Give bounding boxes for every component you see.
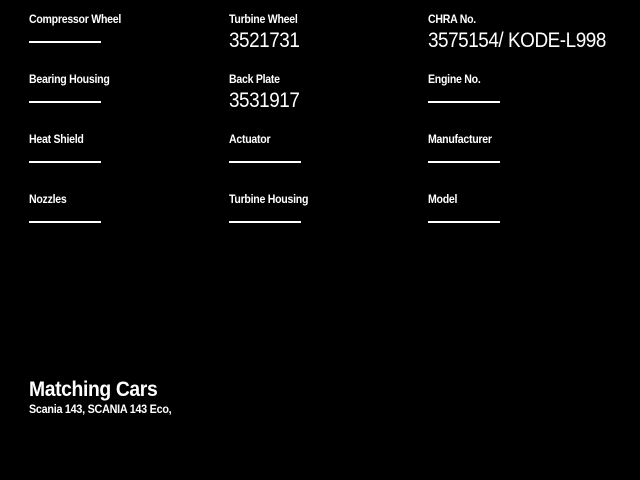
spec-field-actuator[interactable]: Actuator [229,132,429,192]
matching-cars-heading: Matching Cars [29,378,158,401]
spec-field-nozzles[interactable]: Nozzles [29,192,229,252]
spec-value: 3575154/ KODE-L998 [428,29,606,52]
spec-value [29,146,209,170]
spec-label: Heat Shield [29,132,84,146]
spec-field-bearing-housing[interactable]: Bearing Housing [29,72,229,132]
spec-value [229,206,409,230]
spec-label: Compressor Wheel [29,12,122,26]
matching-cars-list: Scania 143, SCANIA 143 Eco, [29,402,172,416]
spec-value [229,146,409,170]
spec-field-heat-shield[interactable]: Heat Shield [29,132,229,192]
spec-label: Actuator [229,132,271,146]
spec-value [428,146,619,170]
spec-field-chra-no[interactable]: CHRA No. 3575154/ KODE-L998 [428,12,640,72]
spec-field-engine-no[interactable]: Engine No. [428,72,640,132]
spec-field-turbine-housing[interactable]: Turbine Housing [229,192,429,252]
spec-value: 3531917 [229,89,300,112]
spec-field-model[interactable]: Model [428,192,640,252]
spec-value [428,206,619,230]
spec-field-manufacturer[interactable]: Manufacturer [428,132,640,192]
spec-label: Turbine Wheel [229,12,298,26]
spec-label: Turbine Housing [229,192,309,206]
spec-grid: Compressor Wheel Bearing Housing Heat Sh… [29,12,640,252]
spec-label: Engine No. [428,72,481,86]
spec-value [29,206,209,230]
spec-label: Bearing Housing [29,72,110,86]
spec-field-back-plate[interactable]: Back Plate 3531917 [229,72,429,132]
spec-field-compressor-wheel[interactable]: Compressor Wheel [29,12,229,72]
spec-label: Model [428,192,458,206]
spec-label: Nozzles [29,192,67,206]
spec-label: CHRA No. [428,12,476,26]
spec-label: Manufacturer [428,132,492,146]
spec-value: 3521731 [229,29,300,52]
spec-value [29,86,209,110]
spec-value [29,26,209,50]
spec-field-turbine-wheel[interactable]: Turbine Wheel 3521731 [229,12,429,72]
matching-cars-section: Matching Cars Scania 143, SCANIA 143 Eco… [29,378,609,416]
spec-label: Back Plate [229,72,280,86]
spec-value [428,86,619,110]
